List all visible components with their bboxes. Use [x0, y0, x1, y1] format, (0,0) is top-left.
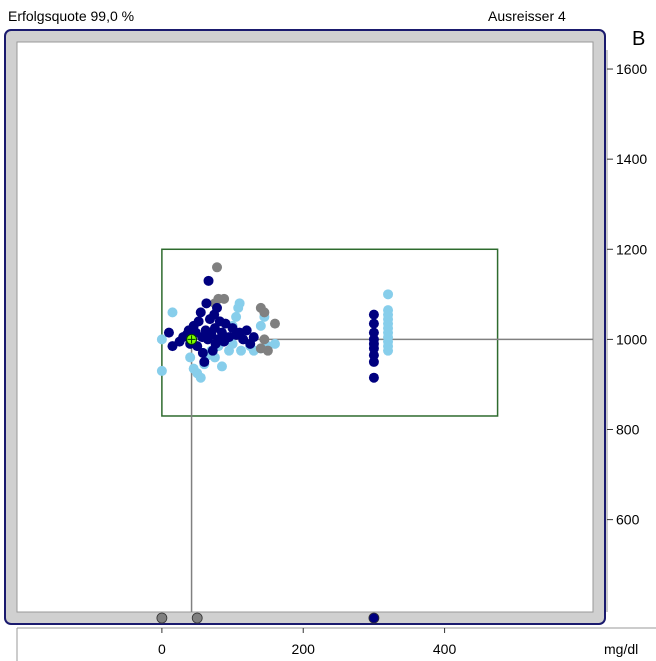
data-point: [383, 289, 394, 300]
data-point: [231, 311, 242, 322]
data-point: [234, 298, 245, 309]
bottom-strip-marker: [368, 612, 380, 624]
data-point: [236, 345, 247, 356]
x-tick-label: 0: [158, 641, 166, 657]
bottom-strip-marker: [156, 612, 168, 624]
data-point: [197, 347, 208, 358]
data-point: [368, 372, 379, 383]
data-point: [262, 345, 273, 356]
x-tick-label: 400: [433, 641, 457, 657]
bottom-strip-marker: [191, 612, 203, 624]
x-tick-label: 200: [292, 641, 316, 657]
data-point: [219, 293, 230, 304]
data-point: [156, 334, 167, 345]
data-point: [193, 316, 204, 327]
y-tick-label: 600: [616, 512, 640, 528]
data-point: [368, 318, 379, 329]
data-point: [383, 345, 394, 356]
data-point: [195, 372, 206, 383]
panel-letter: B: [632, 28, 646, 50]
data-point: [241, 325, 252, 336]
y-tick-label: 1200: [616, 241, 647, 257]
data-point: [248, 332, 259, 343]
data-point: [199, 356, 210, 367]
data-point: [212, 302, 223, 313]
data-point: [212, 262, 223, 273]
data-point: [368, 309, 379, 320]
data-point: [167, 307, 178, 318]
data-point: [368, 356, 379, 367]
data-point: [185, 352, 196, 363]
y-tick-label: 1400: [616, 151, 647, 167]
data-point: [201, 298, 212, 309]
target-range-box: [161, 248, 499, 417]
data-point: [269, 338, 280, 349]
data-point: [269, 318, 280, 329]
data-point: [195, 307, 206, 318]
y-tick-label: 1000: [616, 331, 647, 347]
success-rate-label: Erfolgsquote 99,0 %: [8, 8, 135, 24]
y-tick-label: 1600: [616, 61, 647, 77]
data-point: [163, 327, 174, 338]
y-tick-label: 800: [616, 422, 640, 438]
data-point: [203, 275, 214, 286]
x-axis-unit-label: mg/dl: [604, 641, 638, 657]
data-point: [259, 307, 270, 318]
data-point: [255, 320, 266, 331]
data-point: [259, 334, 270, 345]
data-point: [156, 365, 167, 376]
plot-area: [16, 41, 594, 613]
data-point: [216, 361, 227, 372]
outlier-count-label: Ausreisser 4: [488, 8, 566, 24]
